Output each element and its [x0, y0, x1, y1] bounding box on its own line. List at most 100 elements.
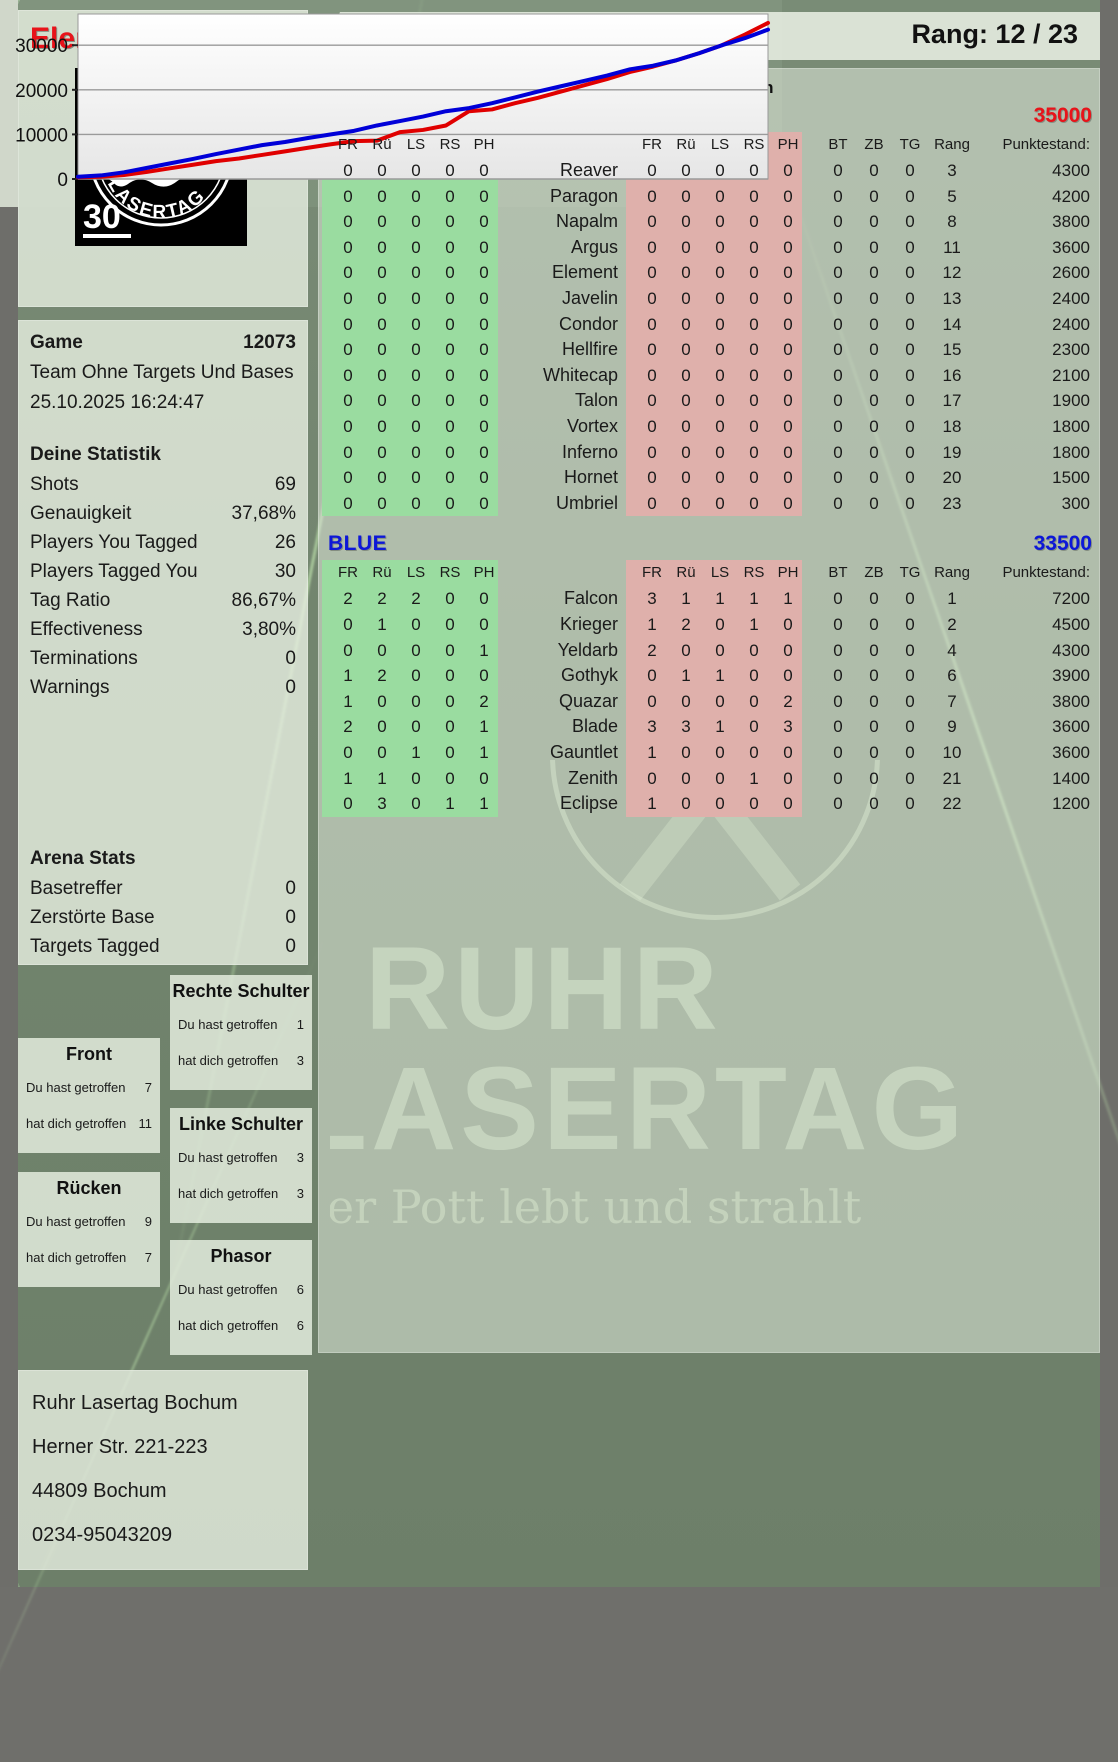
cell-you-tagged-RS: 0: [445, 768, 455, 788]
cell-BT: 0: [833, 340, 843, 360]
table-row[interactable]: 0 0 0 0 0 Whitecap 0 0 0 0 0 0 0 0 16 2100: [318, 363, 1100, 389]
cell-tagged-you-Rü: 0: [681, 691, 691, 711]
cell-TG: 0: [905, 237, 915, 257]
table-row[interactable]: 2 2 2 0 0 Falcon 3 1 1 1 1 0 0 0 1 7200: [318, 586, 1100, 612]
cell-you-tagged-PH: 0: [479, 589, 489, 609]
table-row[interactable]: 0 0 0 0 0 Hellfire 0 0 0 0 0 0 0 0 15 2300: [318, 337, 1100, 363]
you-tagged-tint: [322, 560, 498, 817]
cell-TG: 0: [905, 288, 915, 308]
game-datetime: 25.10.2025 16:24:47: [30, 392, 205, 413]
cell-you-tagged-LS: 1: [411, 742, 421, 762]
cell-tagged-you-Rü: 0: [681, 212, 691, 232]
stat-label: Players Tagged You: [30, 561, 198, 582]
table-row[interactable]: 0 0 0 0 0 Argus 0 0 0 0 0 0 0 0 11 3600: [318, 235, 1100, 261]
cell-tagged-you-RS: 0: [749, 340, 759, 360]
zone-got-hit-label: hat dich getroffen: [26, 1116, 127, 1131]
cell-you-tagged-FR: 0: [343, 614, 353, 634]
cell-BT: 0: [833, 314, 843, 334]
cell-you-tagged-RS: 0: [445, 263, 455, 283]
cell-you-tagged-RS: 0: [445, 161, 455, 180]
col-header-right-FR: FR: [642, 564, 662, 582]
table-row[interactable]: 1 0 0 0 2 Quazar 0 0 0 0 2 0 0 0 7 3800: [318, 689, 1100, 715]
cell-rang: 5: [947, 186, 957, 206]
cell-you-tagged-LS: 0: [411, 263, 421, 283]
cell-rang: 16: [942, 365, 962, 385]
personal-stats-title: Deine Statistik: [30, 444, 161, 465]
table-row[interactable]: 0 0 0 0 0 Element 0 0 0 0 0 0 0 0 12 2600: [318, 260, 1100, 286]
cell-tagged-you-FR: 0: [647, 691, 657, 711]
cell-punktestand: 2100: [1052, 365, 1090, 385]
zone-got-hit-value: 3: [296, 1053, 304, 1068]
col-header-punktestand: Punktestand:: [1002, 564, 1090, 582]
table-row[interactable]: 1 1 0 0 0 Zenith 0 0 0 1 0 0 0 0 21 1400: [318, 766, 1100, 792]
col-header-TG: TG: [899, 564, 921, 582]
cell-tagged-you-LS: 0: [715, 212, 725, 232]
table-row[interactable]: 0 0 0 0 0 Paragon 0 0 0 0 0 0 0 0 5 4200: [318, 184, 1100, 210]
cell-tagged-you-PH: 1: [783, 589, 793, 609]
cell-ZB: 0: [869, 212, 879, 232]
cell-tagged-you-FR: 0: [647, 314, 657, 334]
scoreboard-panel: Du hast getroffen hat dich getroffen RED…: [318, 68, 1100, 1353]
table-row[interactable]: 0 0 0 0 0 Vortex 0 0 0 0 0 0 0 0 18 1800: [318, 414, 1100, 440]
cell-tagged-you-PH: 0: [783, 768, 793, 788]
cell-tagged-you-Rü: 0: [681, 442, 691, 462]
cell-you-tagged-RS: 0: [445, 493, 455, 513]
cell-ZB: 0: [869, 768, 879, 788]
zone-got-hit-value: 3: [296, 1186, 304, 1201]
score-progression-chart: 0 10000 20000 30000: [15, 13, 770, 191]
table-row[interactable]: 0 3 0 1 1 Eclipse 1 0 0 0 0 0 0 0 22 1200: [318, 791, 1100, 817]
chart-y-tick-label: 30000: [15, 36, 68, 57]
table-row[interactable]: 0 1 0 0 0 Krieger 1 2 0 1 0 0 0 0 2 4500: [318, 612, 1100, 638]
cell-BT: 0: [833, 493, 843, 513]
col-header-left-FR: FR: [338, 564, 358, 582]
cell-tagged-you-Rü: 0: [681, 493, 691, 513]
table-row[interactable]: 0 0 0 0 0 Napalm 0 0 0 0 0 0 0 0 8 3800: [318, 209, 1100, 235]
cell-tagged-you-Rü: 0: [681, 340, 691, 360]
table-row[interactable]: 0 0 0 0 0 Umbriel 0 0 0 0 0 0 0 0 23 300: [318, 491, 1100, 517]
cell-TG: 0: [905, 589, 915, 609]
cell-you-tagged-PH: 2: [479, 691, 489, 711]
cell-TG: 0: [905, 666, 915, 686]
cell-rang: 18: [942, 416, 962, 436]
table-row[interactable]: 0 0 1 0 1 Gauntlet 1 0 0 0 0 0 0 0 10 3600: [318, 740, 1100, 766]
cell-tagged-you-RS: 0: [749, 468, 759, 488]
cell-ZB: 0: [869, 640, 879, 660]
table-row[interactable]: 0 0 0 0 0 Reaver 0 0 0 0 0 0 0 0 3 4300: [318, 158, 1100, 184]
col-header-left-LS: LS: [406, 564, 426, 582]
cell-you-tagged-PH: 0: [479, 442, 489, 462]
stat-value: 26: [274, 532, 296, 553]
cell-TG: 0: [905, 640, 915, 660]
table-row[interactable]: 2 0 0 0 1 Blade 3 3 1 0 3 0 0 0 9 3600: [318, 714, 1100, 740]
cell-you-tagged-FR: 0: [343, 416, 353, 436]
cell-you-tagged-RS: 0: [445, 237, 455, 257]
cell-rang: 8: [947, 212, 957, 232]
cell-tagged-you-PH: 0: [783, 212, 793, 232]
table-row[interactable]: 0 0 0 0 0 Talon 0 0 0 0 0 0 0 0 17 1900: [318, 388, 1100, 414]
table-row[interactable]: 0 0 0 0 0 Condor 0 0 0 0 0 0 0 0 14 2400: [318, 312, 1100, 338]
cell-tagged-you-Rü: 0: [681, 768, 691, 788]
cell-you-tagged-RS: 0: [445, 416, 455, 436]
cell-you-tagged-PH: 0: [479, 391, 489, 411]
cell-you-tagged-FR: 0: [343, 391, 353, 411]
cell-ZB: 0: [869, 391, 879, 411]
cell-you-tagged-LS: 0: [411, 666, 421, 686]
cell-tagged-you-PH: 0: [783, 493, 793, 513]
table-row[interactable]: 0 0 0 0 0 Javelin 0 0 0 0 0 0 0 0 13 2400: [318, 286, 1100, 312]
cell-you-tagged-PH: 0: [479, 288, 489, 308]
table-row[interactable]: 0 0 0 0 0 Inferno 0 0 0 0 0 0 0 0 19 1800: [318, 440, 1100, 466]
col-header-left-Rü: Rü: [372, 564, 392, 582]
cell-tagged-you-PH: 0: [783, 365, 793, 385]
cell-player-name: Javelin: [561, 287, 618, 308]
cell-ZB: 0: [869, 263, 879, 283]
cell-you-tagged-RS: 0: [445, 640, 455, 660]
cell-tagged-you-PH: 0: [783, 161, 793, 180]
cell-punktestand: 1500: [1052, 468, 1090, 488]
table-row[interactable]: 1 2 0 0 0 Gothyk 0 1 1 0 0 0 0 0 6 3900: [318, 663, 1100, 689]
cell-ZB: 0: [869, 614, 879, 634]
cell-you-tagged-Rü: 0: [377, 640, 387, 660]
zone-title: Linke Schulter: [178, 1114, 304, 1134]
zone-hit-label: Du hast getroffen: [178, 1150, 278, 1165]
cell-TG: 0: [905, 717, 915, 737]
table-row[interactable]: 0 0 0 0 1 Yeldarb 2 0 0 0 0 0 0 0 4 4300: [318, 638, 1100, 664]
table-row[interactable]: 0 0 0 0 0 Hornet 0 0 0 0 0 0 0 0 20 1500: [318, 465, 1100, 491]
